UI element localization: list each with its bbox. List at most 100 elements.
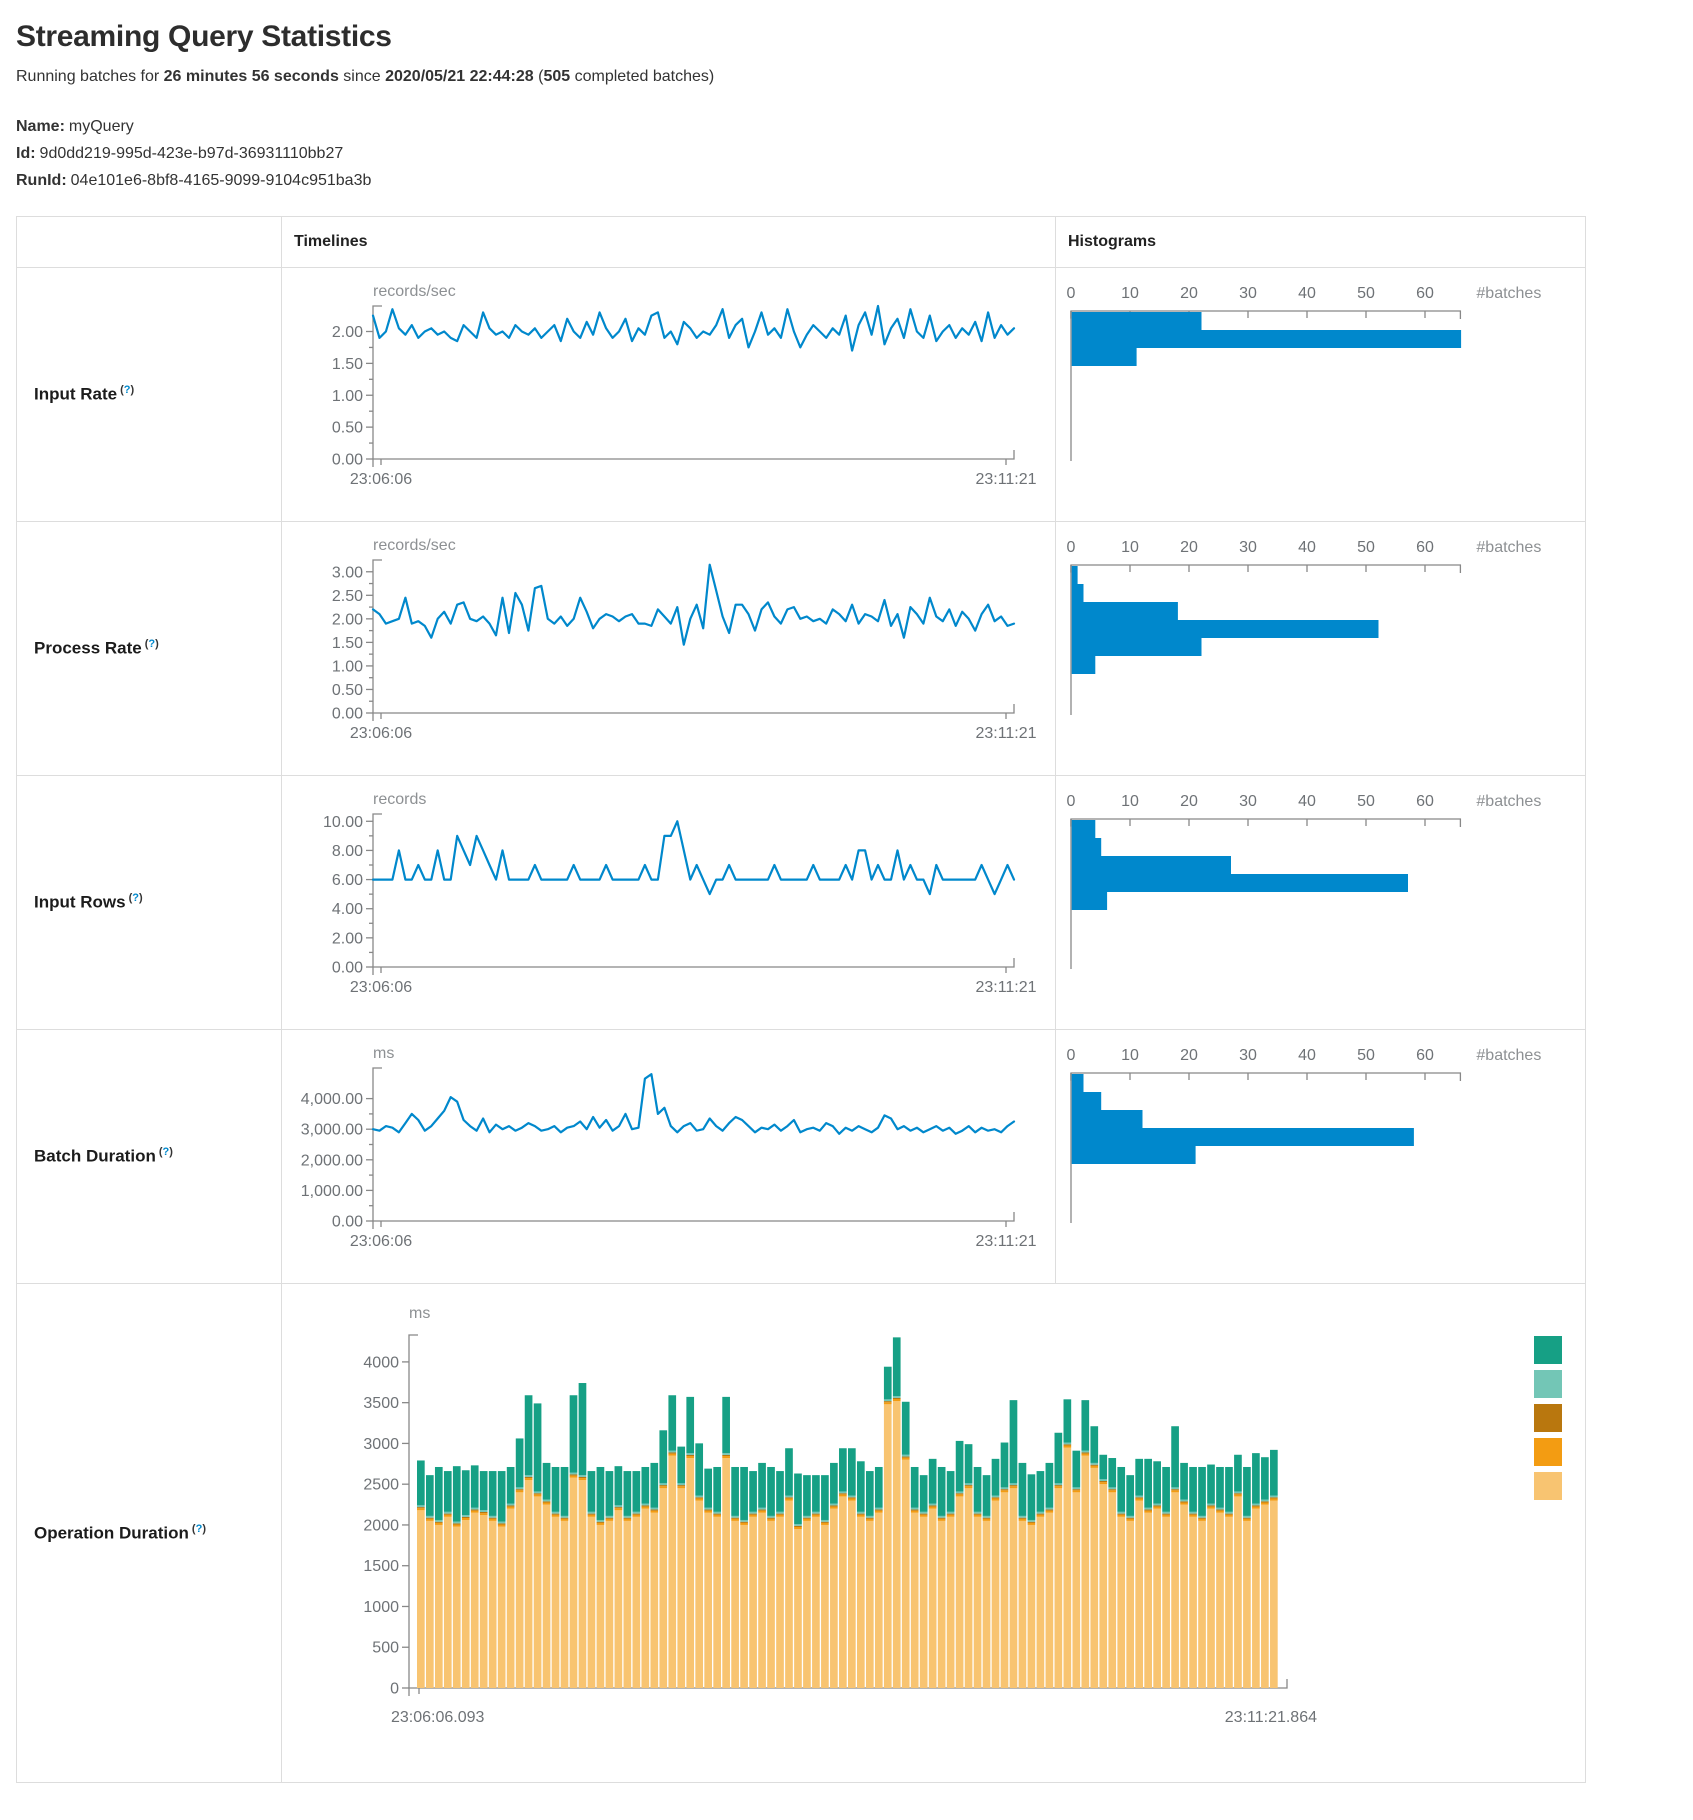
x-tick-label: 40: [1298, 793, 1316, 810]
stacked-bar-segment: [1054, 1486, 1063, 1489]
stacked-bar-segment: [1027, 1521, 1036, 1523]
stacked-bar-segment: [650, 1512, 659, 1688]
stacked-bar-segment: [1027, 1524, 1036, 1688]
stacked-bar-segment: [865, 1471, 874, 1516]
stacked-bar-segment: [533, 1496, 542, 1688]
x-tick-label: 20: [1180, 793, 1198, 810]
help-icon[interactable]: (?): [120, 384, 135, 397]
stacked-bar-segment: [865, 1520, 874, 1688]
stacked-bar-segment: [1018, 1518, 1027, 1521]
stacked-bar-segment: [1180, 1501, 1188, 1503]
stacked-bar-segment: [488, 1520, 497, 1688]
stacked-bar-segment: [470, 1512, 479, 1688]
stacked-bar-segment: [749, 1511, 757, 1514]
stacked-bar-segment: [533, 1493, 542, 1495]
timeline-line: [371, 1072, 1016, 1135]
stacked-bar-segment: [1162, 1511, 1170, 1514]
x-tick-label: 40: [1298, 539, 1316, 556]
stacked-bar-segment: [551, 1514, 560, 1517]
y-axis: [372, 1067, 382, 1221]
stacked-bar-segment: [677, 1488, 686, 1688]
stacked-bar-segment: [910, 1466, 919, 1508]
stacked-bar-segment: [659, 1483, 668, 1486]
stacked-bar-segment: [731, 1515, 739, 1518]
stacked-bar-segment: [1081, 1453, 1090, 1456]
stacked-bar-segment: [1153, 1506, 1161, 1509]
stacked-bar-segment: [839, 1494, 847, 1497]
stacked-bar-segment: [785, 1448, 793, 1496]
histogram-bar: [1071, 330, 1462, 348]
x-tick-label: 50: [1357, 793, 1375, 810]
stacked-bar-segment: [892, 1337, 901, 1397]
stacked-bar-segment: [659, 1488, 668, 1688]
stacked-bar-segment: [937, 1517, 946, 1519]
stacked-bar-segment: [1090, 1464, 1099, 1466]
stacked-bar-segment: [1063, 1447, 1072, 1688]
stacked-bar-segment: [704, 1509, 713, 1511]
stacked-bar-segment: [1063, 1442, 1072, 1445]
y-tick-label: 1.00: [332, 388, 363, 405]
help-icon[interactable]: (?): [158, 1146, 173, 1159]
stacked-bar-segment: [524, 1476, 533, 1479]
stacked-bar-segment: [1216, 1509, 1224, 1511]
stacked-bar-segment: [417, 1505, 425, 1508]
stacked-bar-segment: [1162, 1514, 1170, 1517]
help-icon[interactable]: (?): [144, 638, 159, 651]
stacked-bar-segment: [1243, 1520, 1251, 1688]
stacked-bar-segment: [767, 1517, 775, 1519]
stacked-bar-segment: [479, 1511, 488, 1514]
stacked-bar-segment: [677, 1486, 686, 1489]
input-rows-timeline-chart: records 10.00 8.00 6.00 4.00 2.00 0.00 23:06:06…: [282, 776, 1055, 1029]
stacked-bar-segment: [901, 1454, 910, 1457]
stacked-bar-segment: [991, 1497, 1000, 1499]
stacked-bar-segment: [1180, 1499, 1188, 1502]
stacked-bar-segment: [901, 1459, 910, 1688]
stacked-bar-segment: [1009, 1485, 1018, 1487]
x-tick-label: 20: [1180, 1047, 1198, 1064]
stacked-bar-segment: [1018, 1515, 1027, 1518]
y-tick-label: 0.50: [332, 682, 363, 699]
stacked-bar-segment: [776, 1471, 784, 1512]
stacked-bar-segment: [497, 1523, 506, 1525]
stacked-bar-segment: [1036, 1513, 1045, 1515]
stacked-bar-segment: [461, 1516, 470, 1519]
stacked-bar-segment: [524, 1480, 533, 1688]
hg-2-svg: 0 10 20 30 40 50 60 #batches: [1067, 793, 1541, 969]
stacked-bar-segment: [578, 1480, 587, 1688]
x-axis: [372, 1212, 1015, 1229]
y-tick-label: 2500: [363, 1477, 399, 1494]
stacked-bar-segment: [883, 1402, 892, 1405]
stacked-bar-segment: [596, 1524, 605, 1688]
stacked-bar-segment: [1144, 1509, 1152, 1511]
stacked-bar-segment: [1126, 1520, 1135, 1688]
stacked-bar-segment: [470, 1509, 479, 1511]
stacked-bar-segment: [1081, 1400, 1090, 1451]
stacked-bar-segment: [812, 1513, 820, 1515]
timeline-line: [371, 304, 1016, 352]
unit-label: records/sec: [373, 537, 456, 554]
stacked-bar-segment: [1090, 1467, 1099, 1688]
stacked-bar-segment: [1198, 1518, 1206, 1521]
stacked-bar-segment: [848, 1497, 856, 1499]
histogram-bar: [1071, 1128, 1414, 1146]
stacked-bar-segment: [452, 1524, 461, 1527]
stacked-bar-segment: [1207, 1464, 1215, 1504]
stacked-bar-segment: [506, 1506, 515, 1509]
stacked-bar-segment: [632, 1514, 641, 1517]
stacked-bar-segment: [1000, 1492, 1009, 1688]
stacked-bar-segment: [919, 1514, 928, 1517]
stacked-bar-segment: [1027, 1522, 1036, 1525]
histogram-bar: [1071, 892, 1108, 910]
stacked-bar-segment: [1054, 1432, 1063, 1484]
help-icon[interactable]: (?): [191, 1522, 206, 1535]
y-tick-label: 3,000.00: [301, 1122, 363, 1139]
stacked-bar-segment: [1081, 1455, 1090, 1688]
x-end-label: 23:11:21.864: [1225, 1709, 1317, 1726]
stacked-bar-segment: [1189, 1514, 1197, 1517]
help-icon[interactable]: (?): [128, 892, 143, 905]
x-axis: [372, 450, 1015, 467]
stacked-bar-segment: [695, 1497, 704, 1499]
stacked-bar-segment: [839, 1491, 847, 1494]
stacked-bar-segment: [1243, 1515, 1251, 1518]
stacked-bar-segment: [542, 1462, 551, 1500]
